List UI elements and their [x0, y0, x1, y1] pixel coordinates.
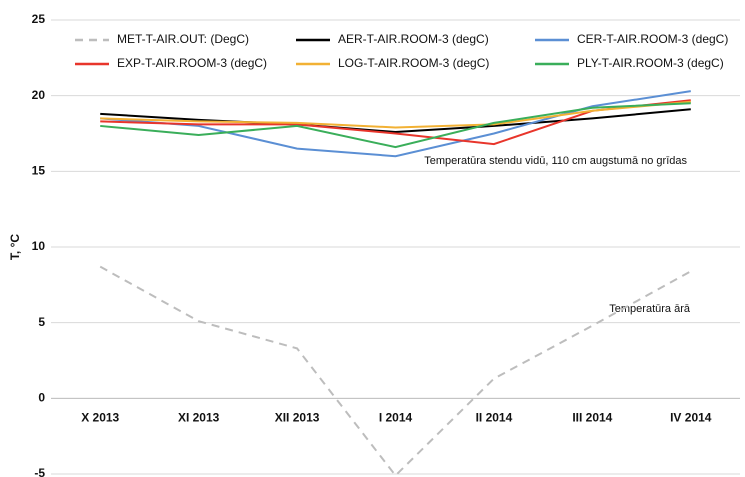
y-tick-label: -5 — [34, 466, 45, 477]
legend-label: LOG-T-AIR.ROOM-3 (degC) — [338, 56, 489, 70]
series-line — [100, 90, 691, 158]
y-tick-label: 20 — [32, 88, 46, 102]
legend-label: CER-T-AIR.ROOM-3 (degC) — [577, 32, 728, 46]
y-tick-label: 15 — [32, 164, 46, 178]
annotation: Temperatūra ārā — [609, 303, 691, 315]
x-tick-label: II 2014 — [476, 411, 513, 425]
legend-label: MET-T-AIR.OUT: (DegC) — [117, 32, 249, 46]
y-tick-label: 25 — [32, 12, 46, 26]
legend-label: AER-T-AIR.ROOM-3 (degC) — [338, 32, 489, 46]
legend-label: PLY-T-AIR.ROOM-3 (degC) — [577, 56, 724, 70]
x-tick-label: X 2013 — [81, 411, 119, 425]
x-tick-label: XI 2013 — [178, 411, 220, 425]
y-tick-label: 5 — [38, 315, 45, 329]
annotation: Temperatūra stendu vidū, 110 cm augstumā… — [424, 155, 687, 167]
legend-label: EXP-T-AIR.ROOM-3 (degC) — [117, 56, 267, 70]
series-line — [100, 100, 691, 129]
y-tick-label: 0 — [38, 391, 45, 405]
y-tick-label: 10 — [32, 239, 46, 253]
y-axis-label: T, °C — [8, 234, 22, 260]
series-line — [99, 265, 692, 477]
x-tick-label: XII 2013 — [275, 411, 320, 425]
x-tick-label: IV 2014 — [670, 411, 712, 425]
series-line — [100, 102, 691, 149]
series-line — [100, 108, 691, 133]
x-tick-label: III 2014 — [572, 411, 612, 425]
x-tick-label: I 2014 — [379, 411, 413, 425]
